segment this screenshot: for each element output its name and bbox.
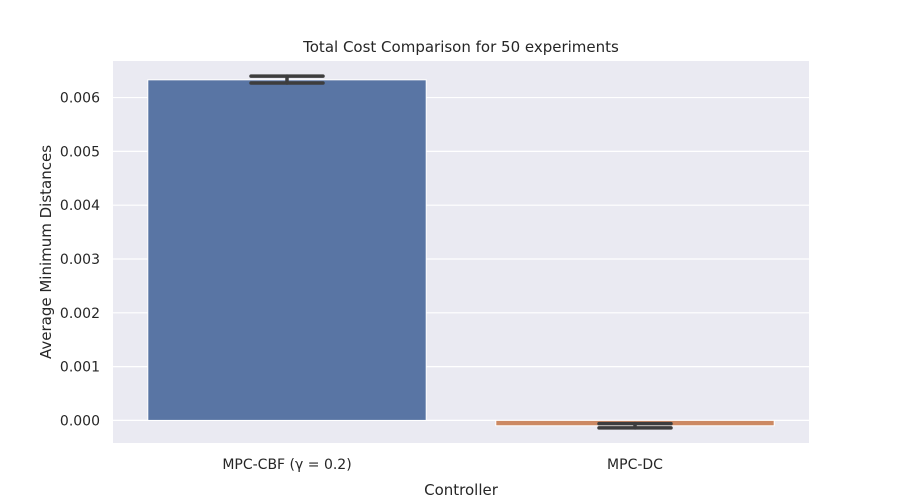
x-tick-label: MPC-DC	[607, 457, 663, 473]
error-bars	[249, 74, 673, 430]
y-tick-label: 0.003	[60, 252, 100, 268]
y-tick-label: 0.001	[60, 360, 100, 376]
y-tick-labels: 0.000 0.001 0.002 0.003 0.004 0.005 0.006	[60, 91, 100, 430]
y-axis-label: Average Minimum Distances	[37, 145, 55, 359]
y-tick-label: 0.004	[60, 198, 100, 214]
y-tick-label: 0.002	[60, 306, 100, 322]
x-tick-labels: MPC-CBF (γ = 0.2) MPC-DC	[222, 457, 663, 473]
y-tick-label: 0.005	[60, 144, 100, 160]
y-tick-label: 0.000	[60, 413, 100, 429]
chart-title: Total Cost Comparison for 50 experiments	[302, 38, 619, 56]
y-tick-label: 0.006	[60, 91, 100, 107]
x-tick-label: MPC-CBF (γ = 0.2)	[222, 457, 351, 473]
x-axis-label: Controller	[424, 481, 499, 499]
bar	[147, 79, 427, 421]
